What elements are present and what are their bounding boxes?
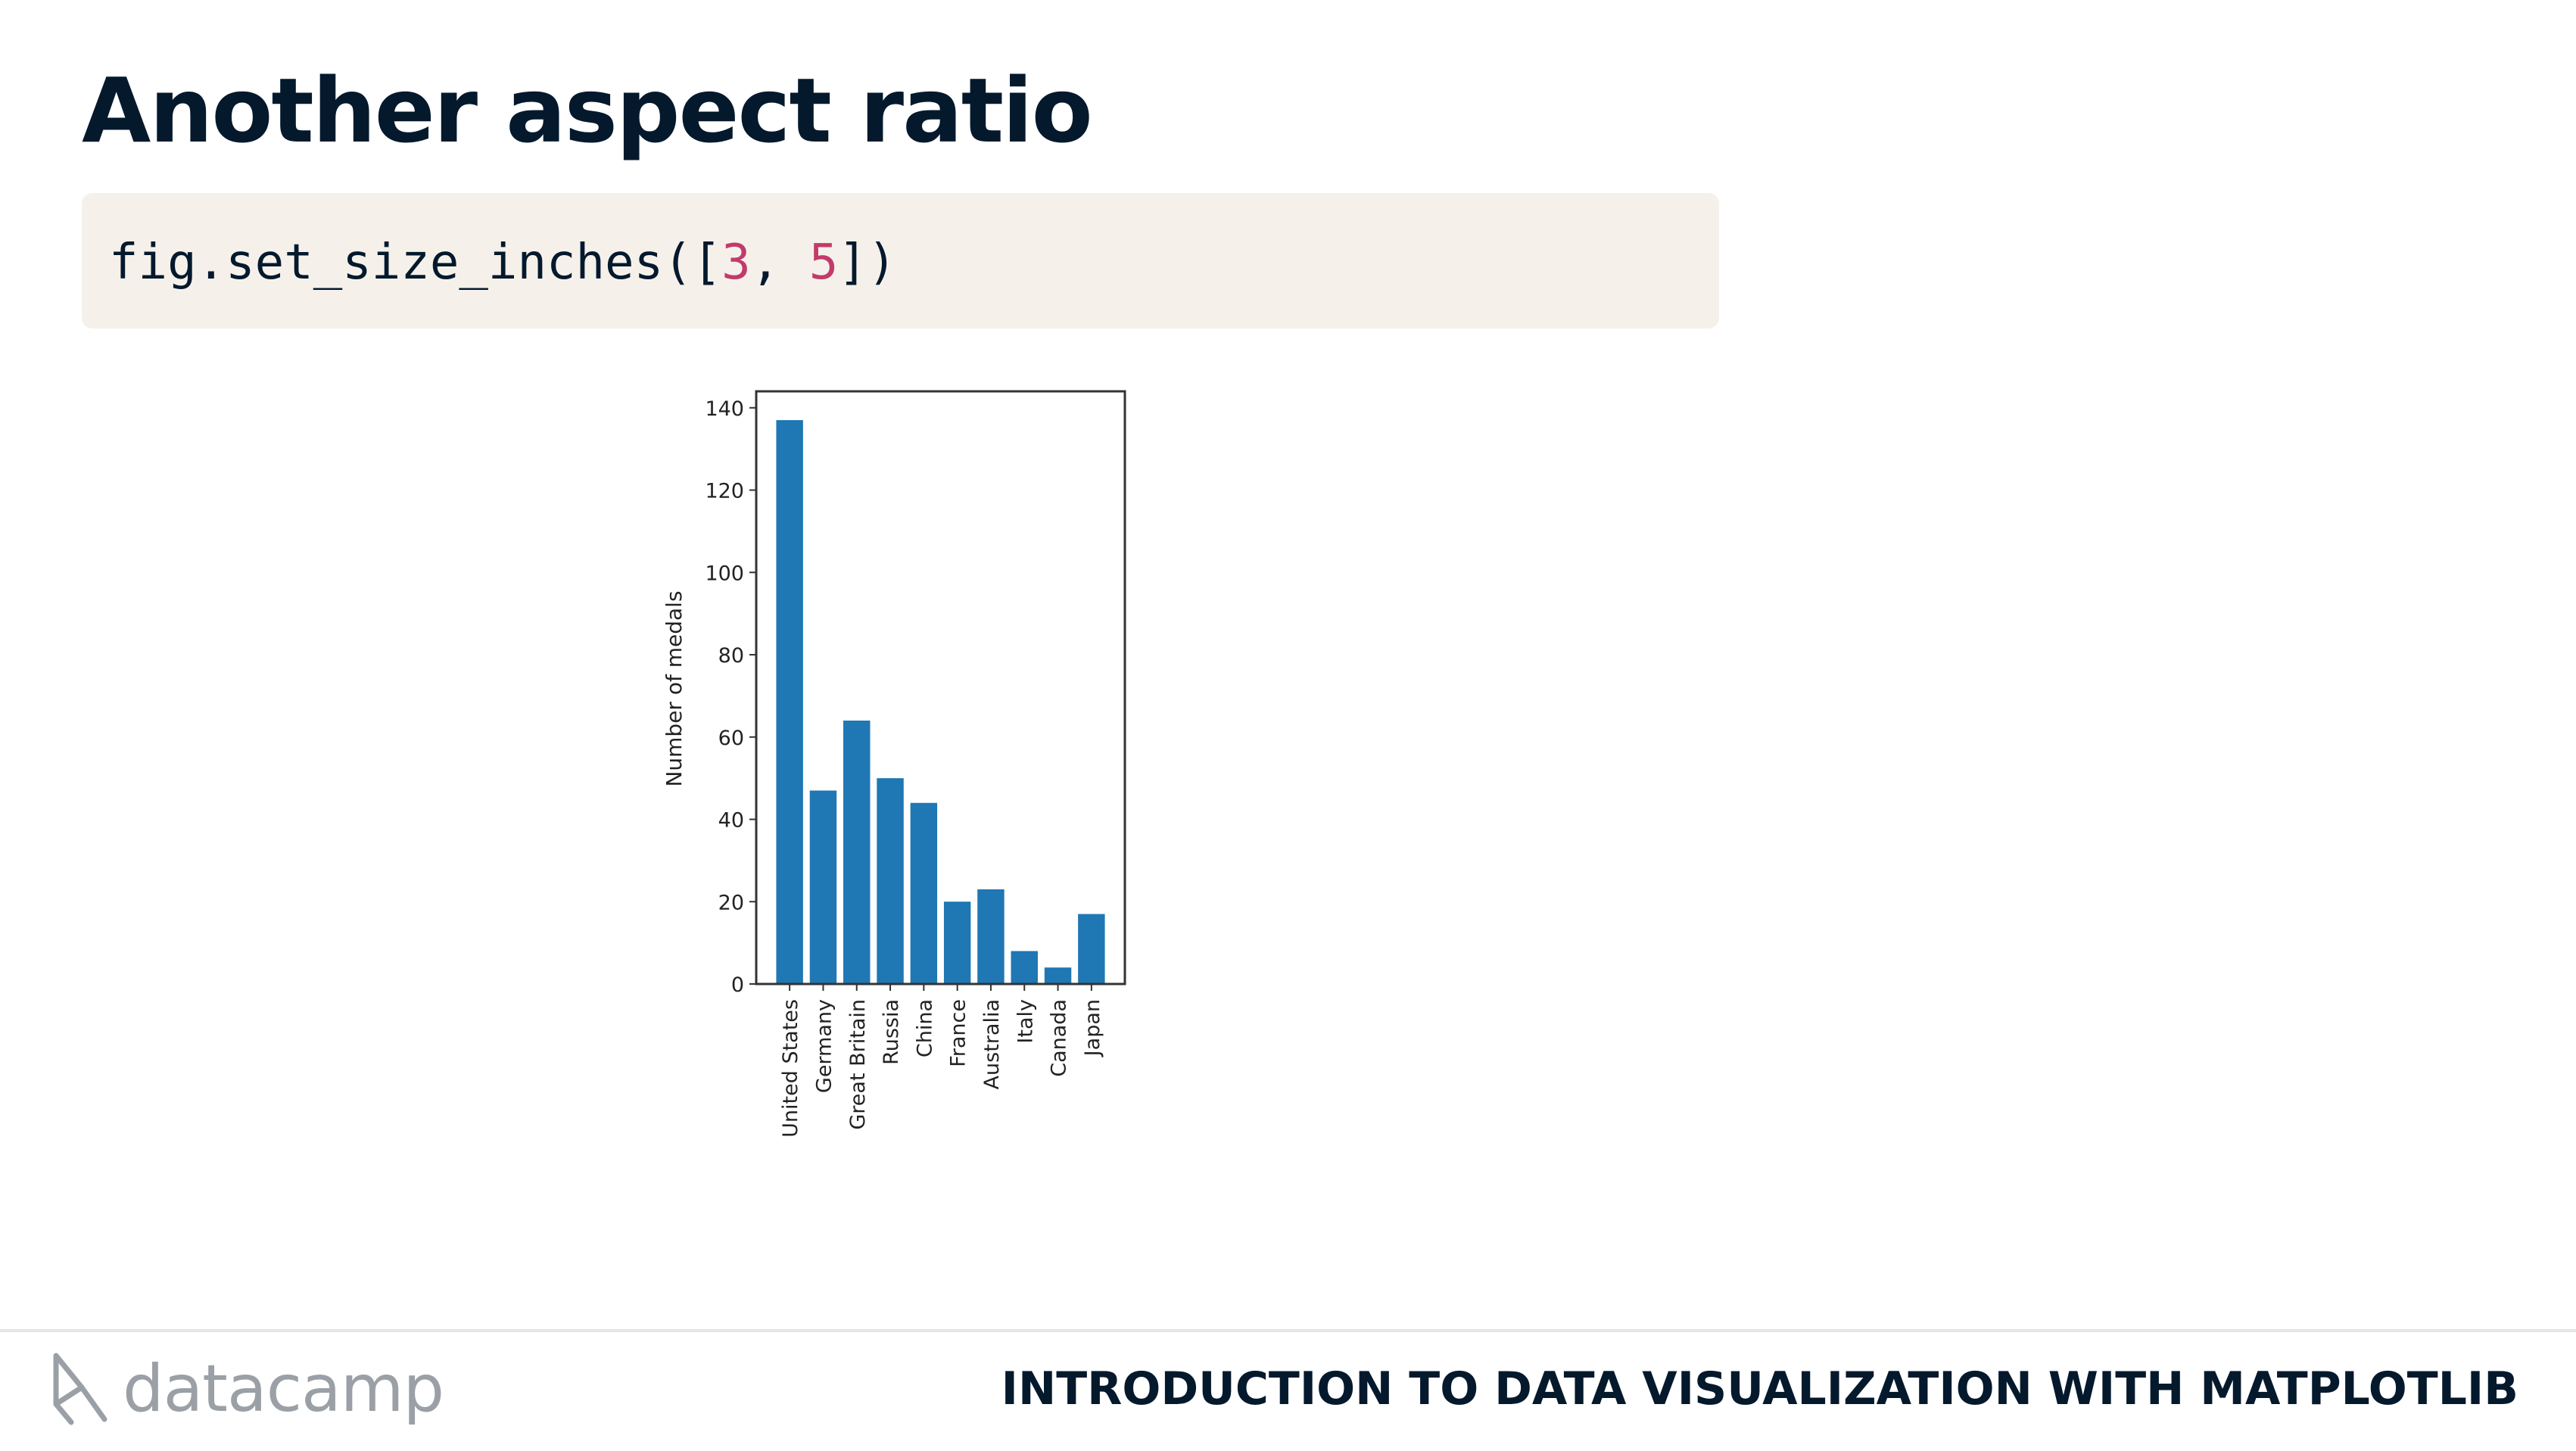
bar-france <box>943 901 971 984</box>
bar-united-states <box>776 420 803 984</box>
bar-group <box>776 420 1105 984</box>
x-tick-label: Australia <box>980 999 1004 1089</box>
bar-australia <box>977 889 1005 984</box>
code-line: fig.set_size_inches([3, 5]) <box>109 232 896 293</box>
y-axis-ticks: 0 20 40 60 80 100 120 140 <box>705 397 756 997</box>
x-tick-label: Great Britain <box>846 999 870 1130</box>
y-tick-label: 40 <box>718 809 744 833</box>
x-tick-label: Germany <box>812 999 836 1093</box>
footer-divider <box>0 1329 2576 1332</box>
x-tick-label: China <box>913 999 936 1057</box>
bar-germany <box>809 790 837 984</box>
y-tick-label: 0 <box>731 973 744 997</box>
bar-japan <box>1078 914 1105 984</box>
code-block: fig.set_size_inches([3, 5]) <box>82 193 1719 328</box>
datacamp-wordmark: datacamp <box>123 1351 444 1427</box>
y-tick-label: 20 <box>718 891 744 914</box>
bar-great-britain <box>843 721 871 984</box>
slide-title: Another aspect ratio <box>82 58 1093 163</box>
x-tick-label: France <box>947 999 970 1067</box>
course-title: INTRODUCTION TO DATA VISUALIZATION WITH … <box>1001 1362 2518 1415</box>
code-separator: , <box>750 235 809 291</box>
datacamp-logo-icon <box>53 1353 107 1425</box>
bar-china <box>910 802 938 984</box>
y-axis-label: Number of medals <box>662 590 687 786</box>
x-tick-label: Russia <box>880 999 903 1065</box>
code-suffix: ]) <box>838 235 897 291</box>
datacamp-logo: datacamp <box>51 1347 444 1431</box>
bar-chart: 0 20 40 60 80 100 120 140 United States Germany G… <box>662 390 1126 1138</box>
y-tick-label: 60 <box>718 727 744 750</box>
y-tick-label: 80 <box>718 644 744 668</box>
code-arg-width: 3 <box>721 235 751 291</box>
code-arg-height: 5 <box>808 235 839 291</box>
bar-russia <box>877 778 904 984</box>
x-tick-label: United States <box>779 999 802 1138</box>
x-tick-label: Japan <box>1081 999 1104 1057</box>
y-tick-label: 100 <box>705 562 744 585</box>
code-prefix: fig.set_size_inches([ <box>109 235 722 291</box>
plot-frame <box>755 390 1126 985</box>
x-tick-label: Canada <box>1048 999 1071 1077</box>
x-axis-ticks: United States Germany Great Britain Russia C… <box>779 984 1104 1138</box>
x-tick-label: Italy <box>1014 999 1037 1044</box>
y-tick-label: 120 <box>705 480 744 503</box>
bar-canada <box>1044 967 1072 984</box>
y-tick-label: 140 <box>705 397 744 421</box>
bar-italy <box>1011 951 1038 984</box>
